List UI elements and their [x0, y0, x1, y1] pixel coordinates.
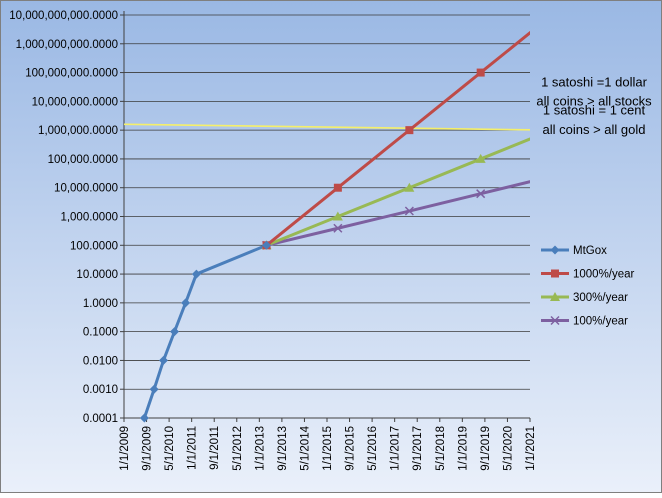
- y-tick-label: 100,000.0000: [48, 154, 118, 166]
- data-point: [405, 126, 414, 135]
- data-point: [333, 223, 343, 233]
- data-point: [476, 189, 486, 199]
- x-tick-label: 5/1/2010: [164, 426, 176, 471]
- data-point: [149, 384, 159, 394]
- data-point: [333, 183, 342, 192]
- data-point: [332, 211, 343, 221]
- y-tick-label: 0.0100: [83, 355, 118, 367]
- reference-line: [124, 123, 530, 131]
- y-tick-label: 100.0000: [70, 240, 118, 252]
- y-tick-label: 0.0001: [83, 413, 118, 425]
- data-point: [475, 153, 486, 163]
- data-point: [476, 68, 485, 77]
- x-tick-label: 5/1/2020: [502, 426, 514, 471]
- legend-label: MtGox: [573, 245, 607, 257]
- x-tick-label: 9/1/2015: [345, 426, 357, 471]
- data-point: [262, 240, 272, 250]
- data-point: [158, 355, 168, 365]
- x-tick-label: 5/1/2014: [299, 425, 311, 470]
- data-point: [181, 298, 191, 308]
- x-tick-label: 5/1/2018: [435, 426, 447, 471]
- data-point: [404, 182, 415, 192]
- legend-marker: [551, 269, 559, 278]
- x-tick-label: 9/1/2019: [480, 426, 492, 471]
- legend-marker: [550, 292, 560, 301]
- y-tick-label: 10,000.0000: [54, 183, 118, 195]
- y-tick-label: 1,000,000,000.0000: [16, 39, 118, 51]
- annotations: 1 satoshi =1 dollar all coins > all stock…: [536, 75, 652, 138]
- x-tick-label: 9/1/2013: [277, 426, 289, 471]
- x-tick-label: 1/1/2019: [457, 426, 469, 471]
- legend-label: 300%/year: [573, 292, 628, 304]
- data-point: [191, 269, 201, 279]
- data-point: [139, 413, 149, 423]
- annotation-text: all coins > all stocks: [536, 93, 652, 108]
- y-tick-label: 10.0000: [76, 269, 118, 281]
- annotation-text: all coins > all gold: [543, 122, 646, 137]
- legend-label: 1000%/year: [573, 269, 635, 281]
- y-tick-label: 10,000,000,000.0000: [9, 10, 118, 22]
- legend-item: 1000%/year: [541, 269, 635, 281]
- x-axis-tick-labels: 1/1/2009 9/1/2009 5/1/2010 1/1/2011 9/1/2011…: [119, 425, 537, 470]
- y-tick-label: 0.1000: [83, 327, 118, 339]
- x-tick-label: 9/1/2011: [209, 426, 221, 470]
- legend-label: 100%/year: [573, 316, 628, 328]
- x-tick-label: 5/1/2012: [232, 426, 244, 471]
- legend-marker: [550, 245, 560, 255]
- legend-item: 300%/year: [541, 292, 628, 304]
- x-tick-label: 1/1/2013: [254, 426, 266, 471]
- x-tick-label: 9/1/2017: [412, 426, 424, 471]
- y-tick-label: 0.0010: [83, 384, 118, 396]
- legend-marker: [550, 315, 560, 326]
- legend: MtGox 1000%/year 300%/year 100%/year: [541, 245, 635, 328]
- y-tick-label: 1,000.0000: [60, 212, 118, 224]
- x-tick-label: 1/1/2021: [525, 426, 537, 471]
- legend-item: MtGox: [541, 245, 607, 257]
- y-tick-label: 1.0000: [83, 298, 118, 310]
- y-tick-label: 10,000,000.0000: [32, 96, 118, 108]
- data-point: [404, 206, 414, 216]
- x-tick-label: 1/1/2017: [390, 426, 402, 471]
- x-tick-label: 9/1/2009: [142, 426, 154, 471]
- y-tick-label: 100,000,000.0000: [25, 68, 118, 80]
- annotation-text: 1 satoshi =1 dollar: [541, 75, 648, 90]
- legend-item: 100%/year: [541, 316, 628, 328]
- x-tick-label: 1/1/2009: [119, 426, 131, 471]
- x-tick-label: 5/1/2016: [367, 426, 379, 471]
- data-point: [169, 327, 179, 337]
- y-tick-label: 1,000,000.0000: [38, 125, 118, 137]
- annotation-text: 1 satoshi = 1 cent: [543, 103, 646, 118]
- y-axis-tick-labels: 0.0001 0.0010 0.0100 0.1000 1.0000 10.0000 100…: [9, 10, 118, 425]
- x-tick-label: 1/1/2011: [187, 426, 199, 470]
- series-markers: [139, 68, 486, 423]
- x-tick-label: 1/1/2015: [322, 426, 334, 471]
